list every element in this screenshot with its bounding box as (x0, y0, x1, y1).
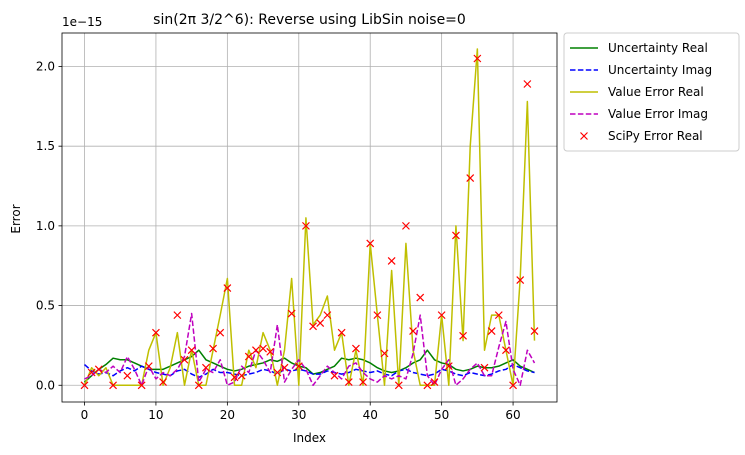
legend-swatch (580, 132, 588, 140)
data-point-scipy-error-real (209, 344, 217, 353)
data-point-scipy-error-real (223, 284, 232, 292)
data-point-scipy-error-real (187, 346, 196, 355)
legend-box (563, 32, 740, 152)
data-point-scipy-error-real (352, 344, 360, 353)
series-group (80, 48, 539, 390)
series-line-uncertainty-real (84, 349, 535, 383)
data-point-scipy-error-real (437, 311, 446, 320)
y-tick-label: 1.0 (36, 219, 55, 233)
data-point-scipy-error-real (259, 344, 267, 353)
data-point-scipy-error-real (394, 381, 403, 390)
data-point-scipy-error-real (237, 371, 246, 380)
data-point-scipy-error-real (273, 368, 282, 377)
data-point-scipy-error-real (152, 328, 160, 337)
legend: Uncertainty Real Uncertainty Imag Value Er… (563, 32, 740, 152)
data-point-scipy-error-real (387, 257, 396, 265)
data-point-scipy-error-real (344, 378, 353, 387)
data-point-scipy-error-real (266, 347, 275, 356)
data-point-scipy-error-real (109, 381, 117, 390)
data-point-scipy-error-real (430, 378, 439, 387)
y-tick-label: 0.0 (36, 378, 55, 392)
data-point-scipy-error-real (302, 221, 310, 230)
series-line-uncertainty-imag (84, 363, 535, 379)
data-point-scipy-error-real (466, 174, 475, 182)
chart-title: sin(2π 3/2^6): Reverse using LibSin nois… (153, 12, 466, 28)
data-point-scipy-error-real (280, 363, 289, 372)
data-point-scipy-error-real (373, 311, 382, 320)
x-tick-label: 40 (363, 408, 378, 422)
legend-label: Value Error Real (608, 85, 704, 99)
data-point-scipy-error-real (123, 371, 132, 380)
data-point-scipy-error-real (402, 221, 410, 230)
x-tick-label: 60 (505, 408, 520, 422)
data-point-scipy-error-real (180, 355, 189, 364)
data-point-scipy-error-real (459, 331, 467, 340)
data-point-scipy-error-real (380, 349, 389, 358)
x-tick-label: 50 (434, 408, 449, 422)
data-point-scipy-error-real (509, 381, 517, 390)
data-point-scipy-error-real (194, 381, 203, 390)
data-point-scipy-error-real (323, 311, 332, 320)
data-point-scipy-error-real (444, 362, 453, 371)
data-point-scipy-error-real (316, 319, 325, 328)
data-point-scipy-error-real (87, 368, 96, 377)
axes-frame (61, 32, 558, 403)
data-point-scipy-error-real (337, 328, 346, 337)
data-point-scipy-error-real (287, 309, 296, 318)
y-axis-label: Error (9, 204, 23, 233)
data-point-scipy-error-real (494, 311, 503, 320)
data-point-scipy-error-real (530, 327, 539, 335)
data-point-scipy-error-real (487, 327, 496, 335)
series-line-value-error-real (83, 48, 536, 387)
data-point-scipy-error-real (416, 293, 425, 302)
data-point-scipy-error-real (309, 322, 317, 331)
y-tick-label: 1.5 (36, 139, 55, 153)
data-point-scipy-error-real (173, 311, 182, 320)
data-point-scipy-error-real (159, 378, 167, 387)
data-point-scipy-error-real (366, 239, 375, 248)
data-point-scipy-error-real (252, 346, 260, 355)
x-tick-label: 30 (291, 408, 306, 422)
series-line-value-error-imag (84, 312, 536, 387)
x-tick-label: 10 (148, 408, 163, 422)
data-point-scipy-error-real (202, 363, 210, 372)
legend-label: Uncertainty Imag (608, 63, 712, 77)
data-point-scipy-error-real (502, 346, 510, 355)
data-point-scipy-error-real (423, 381, 432, 390)
data-point-scipy-error-real (216, 328, 225, 337)
x-axis-label: Index (293, 431, 326, 445)
data-point-scipy-error-real (80, 381, 89, 390)
data-point-scipy-error-real (330, 371, 339, 380)
data-point-scipy-error-real (480, 363, 489, 372)
data-point-scipy-error-real (144, 362, 153, 371)
data-point-scipy-error-real (523, 80, 532, 88)
legend-label: Value Error Imag (608, 107, 708, 121)
data-point-scipy-error-real (244, 352, 253, 361)
data-point-scipy-error-real (452, 231, 460, 240)
x-tick-label: 20 (220, 408, 235, 422)
data-point-scipy-error-real (409, 327, 417, 335)
legend-label: Uncertainty Real (608, 41, 708, 55)
data-point-scipy-error-real (137, 381, 146, 390)
x-tick-label: 0 (81, 408, 89, 422)
legend-label: SciPy Error Real (608, 129, 703, 143)
data-point-scipy-error-real (473, 54, 482, 63)
data-point-scipy-error-real (359, 378, 367, 387)
y-tick-label: 0.5 (36, 299, 55, 313)
data-point-scipy-error-real (516, 276, 525, 284)
data-point-scipy-error-real (230, 373, 239, 382)
data-point-scipy-error-real (94, 365, 103, 374)
y-offset-label: 1e−15 (62, 15, 102, 29)
data-point-scipy-error-real (294, 362, 303, 371)
y-tick-label: 2.0 (36, 59, 55, 73)
plot-area: 0 10 20 30 40 50 60 0.0 0.5 1.0 1.5 2.0 (36, 32, 558, 422)
